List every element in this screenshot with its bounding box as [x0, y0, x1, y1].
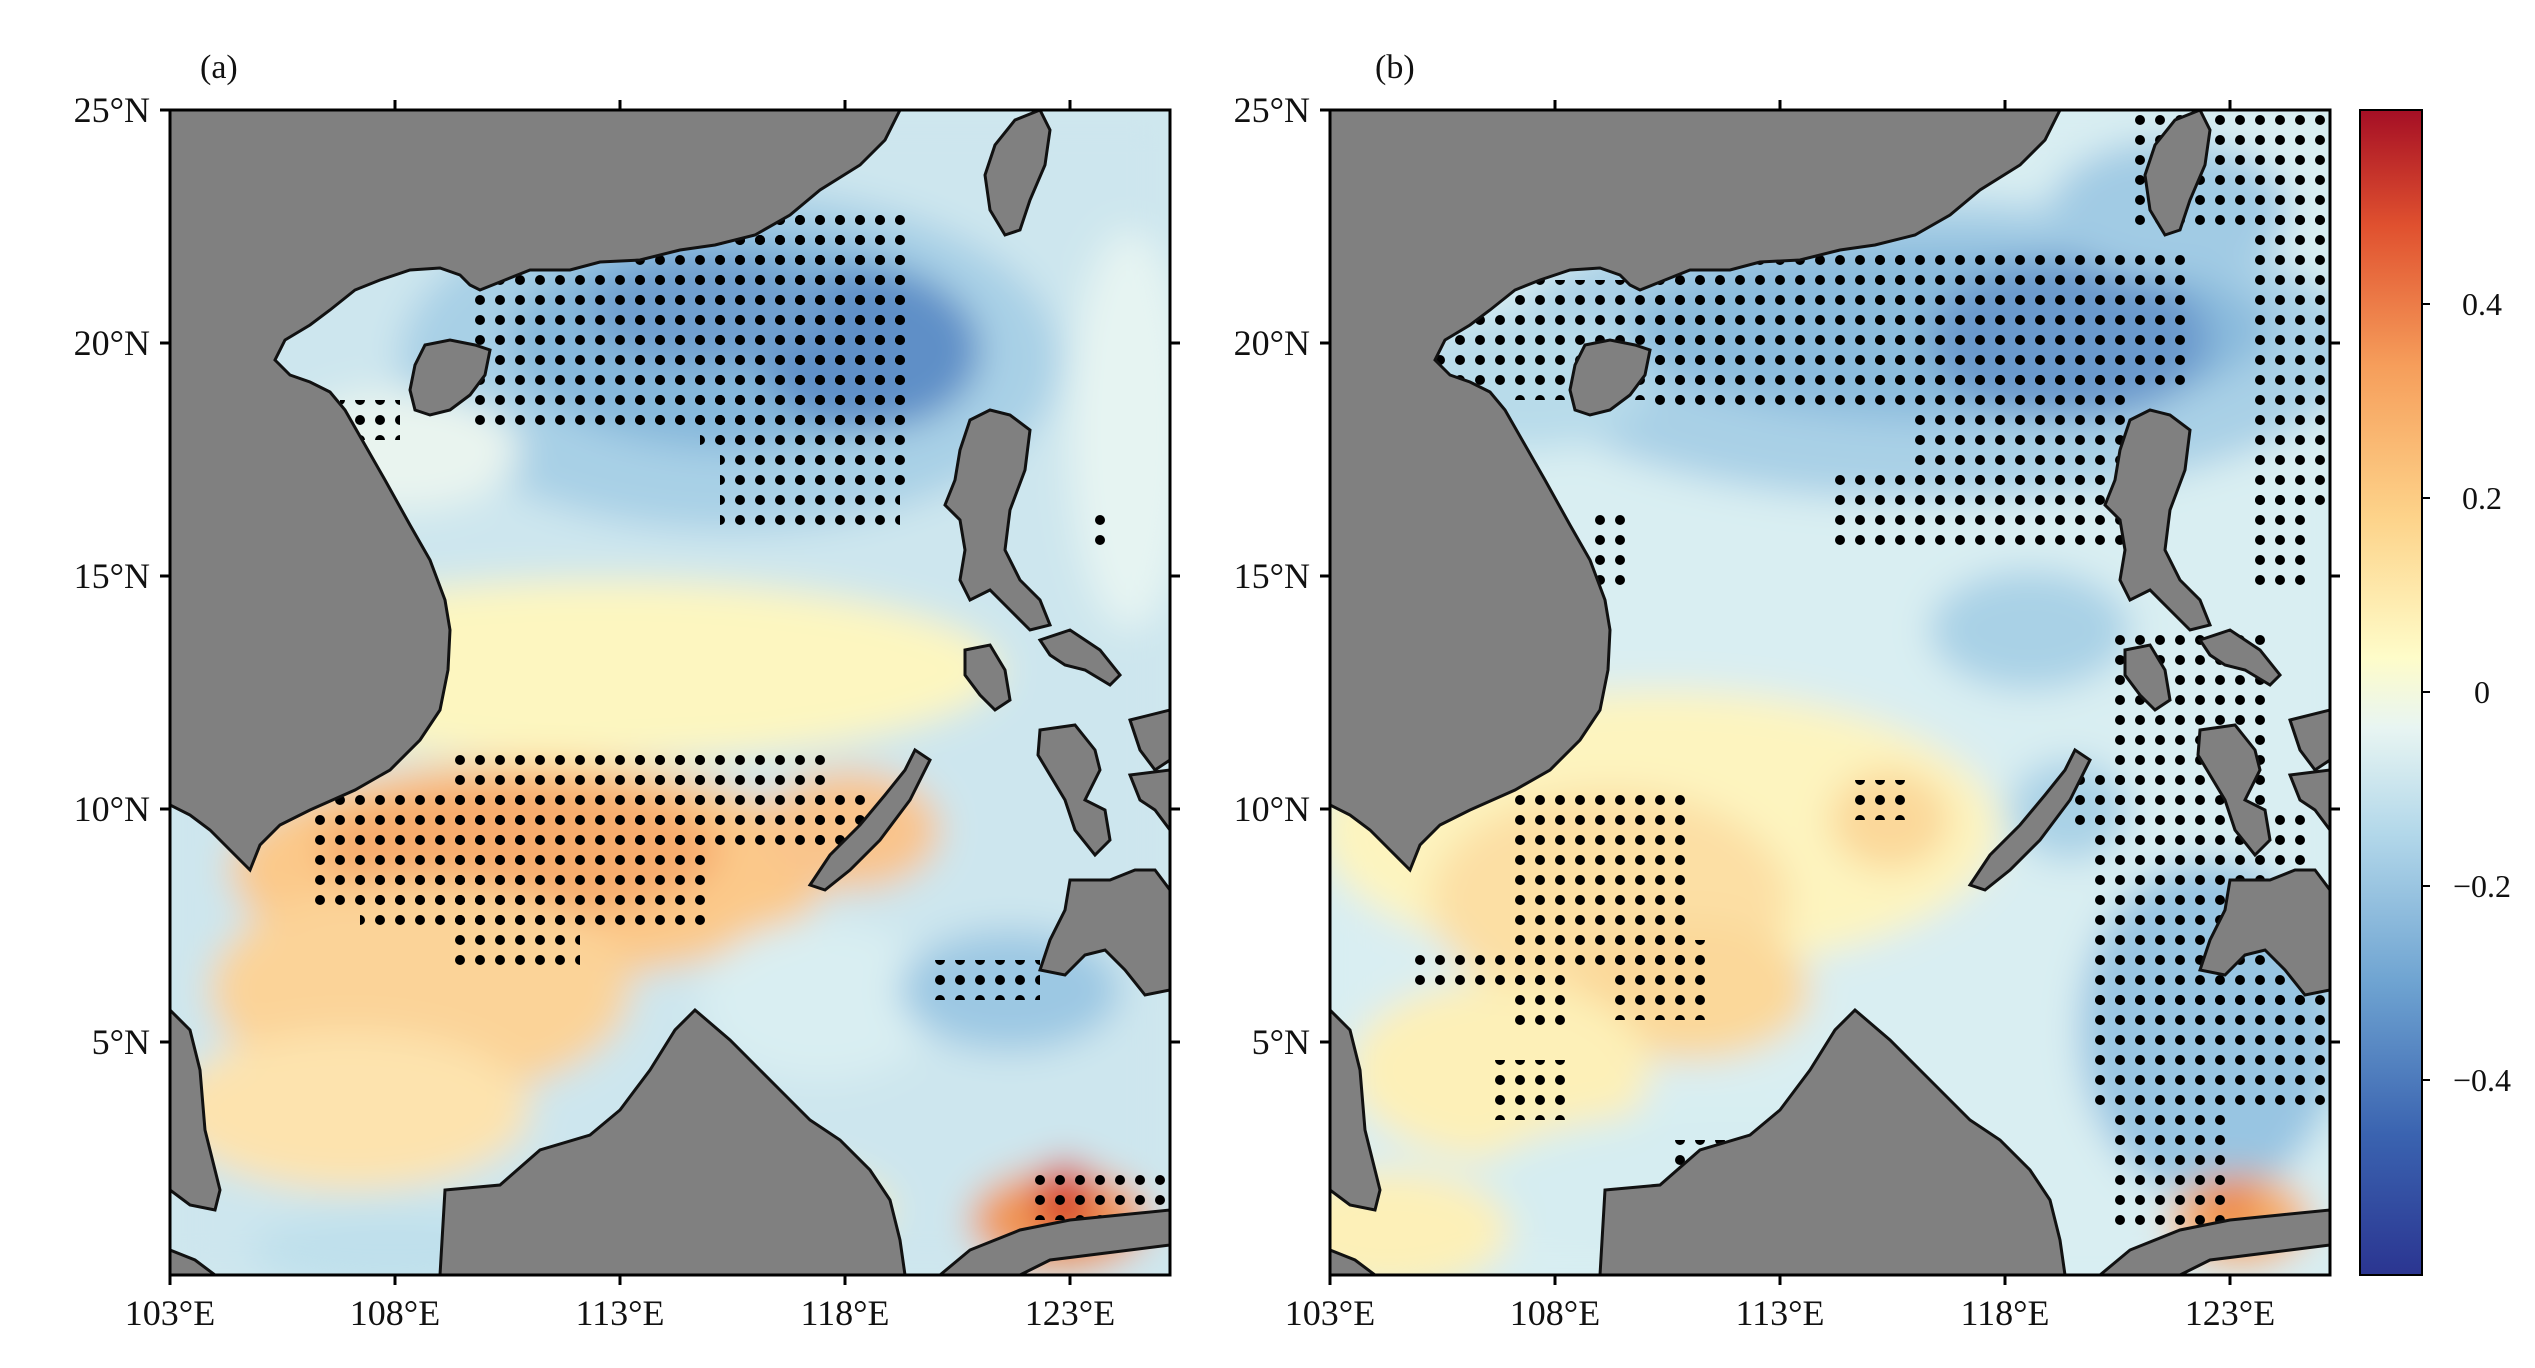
- panel-a-xtick-113e: 113°E: [575, 1293, 664, 1333]
- panel-b-ytick-10n: 10°N: [1234, 789, 1310, 829]
- panel-a-ytick-20n: 20°N: [74, 323, 150, 363]
- panel-a-ytick-5n: 5°N: [92, 1022, 150, 1062]
- panel-a-xtick-118e: 118°E: [800, 1293, 889, 1333]
- panel-a-ytick-15n: 15°N: [74, 556, 150, 596]
- colorbar-tick-neg-0-2: −0.2: [2453, 868, 2511, 904]
- panel-a-xtick-103e: 103°E: [125, 1293, 215, 1333]
- panel-b-ytick-15n: 15°N: [1234, 556, 1310, 596]
- panel-b-x-labels: 103°E 108°E 113°E 118°E 123°E: [1285, 1293, 2275, 1333]
- panel-a-frame: [168, 108, 1172, 1277]
- panel-b-label: (b): [1375, 49, 1415, 86]
- panel-b-xtick-108e: 108°E: [1510, 1293, 1600, 1333]
- panel-a-ticks: [160, 100, 1180, 1285]
- panel-b-ticks: [1320, 100, 2340, 1285]
- panel-b-map: [1330, 110, 2330, 1275]
- panel-a-ytick-25n: 25°N: [74, 90, 150, 130]
- panel-b-y-labels: 25°N 20°N 15°N 10°N 5°N: [1234, 90, 1310, 1062]
- colorbar-ticks: [2422, 303, 2430, 1081]
- panel-a-significance-dots: [310, 170, 1170, 1220]
- panel-b-frame: [1328, 108, 2332, 1277]
- panel-a-y-labels: 25°N 20°N 15°N 10°N 5°N: [74, 90, 150, 1062]
- panel-b-ytick-5n: 5°N: [1252, 1022, 1310, 1062]
- panel-a-x-labels: 103°E 108°E 113°E 118°E 123°E: [125, 1293, 1115, 1333]
- panel-b-xtick-118e: 118°E: [1960, 1293, 2049, 1333]
- colorbar-gradient: [2359, 109, 2423, 1276]
- colorbar-tick-0: 0: [2474, 674, 2490, 710]
- panel-b-ytick-20n: 20°N: [1234, 323, 1310, 363]
- colorbar-labels: 0.4 0.2 0 −0.2 −0.4: [2453, 286, 2511, 1098]
- colorbar-tick-0-2: 0.2: [2462, 480, 2502, 516]
- colorbar-tick-0-4: 0.4: [2462, 286, 2502, 322]
- panel-b-xtick-123e: 123°E: [2185, 1293, 2275, 1333]
- panel-b-xtick-113e: 113°E: [1735, 1293, 1824, 1333]
- colorbar: 0.4 0.2 0 −0.2 −0.4: [2359, 109, 2511, 1276]
- panel-a: (a): [74, 49, 1180, 1333]
- panel-a-xtick-123e: 123°E: [1025, 1293, 1115, 1333]
- panel-a-ytick-10n: 10°N: [74, 789, 150, 829]
- panel-a-label: (a): [200, 49, 238, 86]
- panel-b-ytick-25n: 25°N: [1234, 90, 1310, 130]
- panel-b-xtick-103e: 103°E: [1285, 1293, 1375, 1333]
- panel-b: (b): [1234, 49, 2340, 1333]
- colorbar-tick-neg-0-4: −0.4: [2453, 1062, 2511, 1098]
- panel-a-map: [170, 110, 1170, 1275]
- panel-a-xtick-108e: 108°E: [350, 1293, 440, 1333]
